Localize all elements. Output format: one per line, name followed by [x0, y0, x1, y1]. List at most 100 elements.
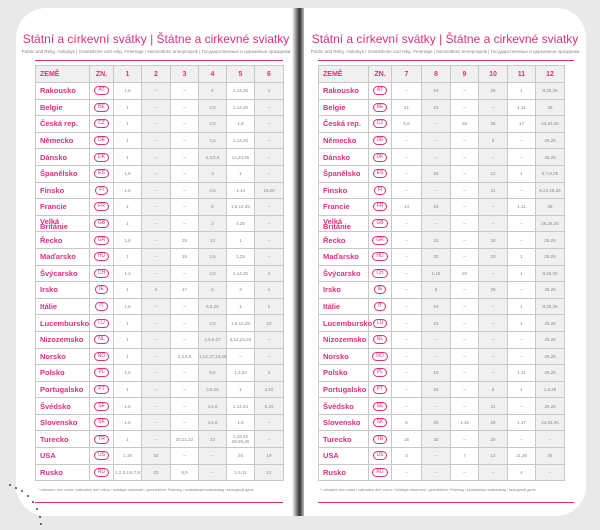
- table-row: Turecko TR 1–20,21,22 23 1,19,22 28,29,30–: [35, 430, 284, 449]
- header-row: ZEMĚ ZN. 1 2 3 4 5 6: [35, 65, 284, 83]
- holiday-days-cell: 4: [507, 463, 536, 482]
- holiday-days-cell: 1: [113, 281, 142, 299]
- holiday-days-cell: 2,6: [198, 314, 227, 332]
- table-row: Dánsko DK 1– –2,3,5,6 14,24,25–: [35, 148, 284, 166]
- country-code-badge: ES: [372, 169, 388, 179]
- holiday-days-cell: 1,14,25: [226, 264, 255, 283]
- holiday-days-cell: –: [478, 297, 508, 316]
- country-code-cell: IE: [89, 281, 114, 299]
- page-title: Státní a církevní svátky | Štátne a cirk…: [22, 32, 290, 46]
- holiday-days-cell: 1: [113, 214, 142, 233]
- country-code-badge: FI: [95, 185, 108, 195]
- holiday-days-cell: –: [507, 281, 536, 299]
- country-code-badge: US: [94, 451, 109, 461]
- country-name: Švýcarsko: [318, 264, 369, 283]
- holiday-days-cell: –: [141, 181, 171, 200]
- country-code-cell: LU: [89, 314, 114, 332]
- holiday-days-cell: –: [141, 131, 171, 150]
- holiday-days-cell: 8,25,26: [535, 297, 565, 316]
- column-header-month: 11: [507, 65, 536, 83]
- holiday-days-cell: –: [254, 198, 284, 216]
- country-name: Řecko: [35, 231, 90, 249]
- table-row: Itálie IT –15– –1 8,25,26: [318, 297, 565, 316]
- holiday-days-cell: –: [450, 397, 479, 415]
- right-page: Státní a církevní svátky | Štátne a cirk…: [304, 8, 586, 516]
- table-row: Německo DE 1– –2,6 1,14,25–: [35, 131, 284, 150]
- holiday-days-cell: 20: [450, 264, 479, 283]
- holiday-days-cell: –: [170, 82, 199, 100]
- holiday-days-cell: –: [254, 247, 284, 266]
- holiday-days-cell: –: [170, 131, 199, 150]
- holiday-days-cell: –: [421, 148, 451, 166]
- holiday-days-cell: 2,6: [198, 181, 227, 200]
- country-code-cell: BE: [368, 98, 392, 117]
- holiday-days-cell: 1,11: [507, 198, 536, 216]
- book-spine: [292, 8, 306, 516]
- table-row: Portugalsko PT 1– –3,5,25 1 4,10: [35, 380, 284, 399]
- table-row: Irsko IE 1 2 17 6 4 1: [35, 281, 284, 299]
- holiday-days-cell: –: [254, 347, 284, 366]
- holiday-days-cell: 15: [421, 364, 451, 382]
- country-code-cell: GB: [89, 214, 114, 233]
- holiday-days-cell: –: [141, 413, 171, 432]
- country-code-badge: IT: [95, 302, 108, 312]
- holiday-days-cell: 5,6: [391, 115, 422, 133]
- country-code-cell: CZ: [368, 115, 392, 133]
- holiday-days-cell: –: [254, 131, 284, 150]
- table-row: Slovensko SK 5 29 1,15 28 1,17 24,25,26: [318, 413, 565, 432]
- holiday-days-cell: –: [507, 231, 536, 249]
- table-row: Irsko IE –5–26–25,26: [318, 281, 565, 299]
- holiday-days-cell: 23: [141, 463, 171, 482]
- country-name: Irsko: [318, 281, 369, 299]
- country-code-badge: IT: [373, 302, 387, 312]
- country-code-badge: NO: [93, 351, 110, 361]
- country-name: Velká Británie: [35, 214, 90, 233]
- holiday-days-cell: 25: [535, 198, 565, 216]
- country-code-badge: LU: [94, 318, 109, 328]
- country-code-cell: CH: [89, 264, 114, 283]
- holiday-days-cell: 12: [478, 164, 508, 183]
- holiday-days-cell: 1: [113, 98, 142, 117]
- country-name: Maďarsko: [35, 247, 90, 266]
- holiday-days-cell: 3: [198, 164, 227, 183]
- country-code-badge: BE: [372, 102, 388, 112]
- table-row: Rakousko AT 1,6– –6 1,14,25 4: [35, 82, 284, 100]
- column-header-month: 2: [141, 65, 171, 83]
- holiday-days-cell: –: [478, 463, 508, 482]
- country-code-badge: GB: [93, 219, 110, 229]
- country-name: Španělsko: [35, 164, 90, 183]
- holiday-days-cell: –: [170, 115, 199, 133]
- country-name: Francie: [318, 198, 369, 216]
- holiday-days-cell: 15: [421, 198, 451, 216]
- holiday-days-cell: –: [254, 115, 284, 133]
- holiday-days-cell: –: [254, 413, 284, 432]
- country-code-cell: SK: [368, 413, 392, 432]
- holiday-days-cell: –: [391, 181, 422, 200]
- holiday-days-cell: –: [254, 148, 284, 166]
- country-code-badge: SK: [372, 418, 388, 428]
- country-name: Polsko: [318, 364, 369, 382]
- country-code-badge: AT: [94, 86, 109, 96]
- holiday-days-cell: –: [450, 247, 479, 266]
- table-row: Švédsko SE – – –31–25,26: [318, 397, 565, 415]
- holiday-days-cell: –: [450, 148, 479, 166]
- country-code-badge: GR: [372, 235, 388, 245]
- holiday-days-cell: 8,25,26: [535, 82, 565, 100]
- holiday-days-cell: 4: [254, 82, 284, 100]
- country-code-badge: HU: [93, 252, 110, 262]
- holiday-days-cell: 1: [254, 281, 284, 299]
- page-subtitle: Public and Relig. Holidays | Gesetzliche…: [310, 49, 580, 54]
- country-code-cell: ES: [368, 164, 392, 183]
- holiday-days-cell: 25,26: [535, 148, 565, 166]
- holiday-days-cell: 1,25: [226, 247, 255, 266]
- holiday-days-cell: 4: [226, 281, 255, 299]
- holiday-days-cell: 25: [170, 231, 199, 249]
- holiday-days-cell: 25,26: [535, 247, 565, 266]
- holiday-days-cell: –: [391, 247, 422, 266]
- country-code-badge: CH: [372, 268, 388, 278]
- country-name: Norsko: [318, 347, 369, 366]
- holiday-days-cell: –: [141, 297, 171, 316]
- holiday-days-cell: 20: [421, 247, 451, 266]
- table-row: Rusko RU 1,2,3,4,6,7,8 23 8,9–1,9,11 12: [35, 463, 284, 482]
- holiday-days-cell: 23: [198, 430, 227, 449]
